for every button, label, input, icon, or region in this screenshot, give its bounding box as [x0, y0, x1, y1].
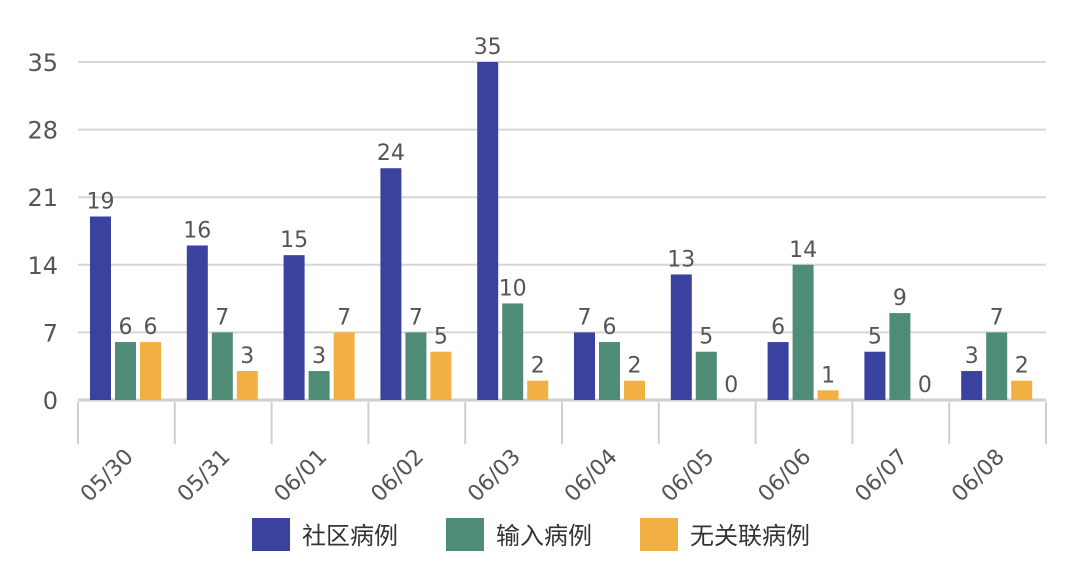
legend-swatch-1: [446, 518, 484, 551]
data-label: 24: [377, 141, 405, 166]
bar-06/03-输入病例: [502, 303, 524, 400]
bar-06/01-无关联病例: [333, 332, 355, 400]
bar-06/08-无关联病例: [1011, 380, 1033, 400]
bar-06/06-输入病例: [792, 264, 814, 400]
data-label: 10: [499, 276, 527, 301]
data-label: 0: [918, 373, 932, 398]
y-tick-label: 7: [43, 319, 58, 347]
data-label: 6: [603, 315, 617, 340]
legend: 社区病例 输入病例 无关联病例: [252, 518, 810, 551]
bar-06/08-输入病例: [986, 332, 1008, 400]
bar-06/02-输入病例: [405, 332, 427, 400]
bar-05/30-社区病例: [90, 216, 111, 400]
x-tick-label: 06/07: [851, 445, 914, 508]
data-label: 15: [280, 228, 308, 253]
x-tick-label: 05/30: [76, 445, 139, 508]
bar-05/31-无关联病例: [236, 371, 258, 400]
data-label: 5: [699, 325, 713, 350]
data-label: 5: [434, 325, 448, 350]
data-label: 1: [821, 363, 835, 388]
data-label: 5: [868, 325, 882, 350]
x-tick-label: 06/01: [270, 445, 333, 508]
x-tick-label: 06/05: [657, 445, 720, 508]
bar-06/08-社区病例: [961, 371, 983, 400]
data-label: 7: [578, 305, 592, 330]
y-tick-label: 14: [27, 252, 58, 280]
bar-06/04-输入病例: [599, 342, 620, 400]
bar-06/01-社区病例: [283, 255, 305, 400]
y-tick-label: 35: [27, 49, 58, 77]
data-label: 6: [771, 315, 785, 340]
data-label: 9: [893, 286, 907, 311]
bar-06/05-输入病例: [695, 351, 717, 400]
legend-label-0: 社区病例: [302, 522, 398, 550]
bar-06/05-社区病例: [670, 274, 692, 400]
legend-label-1: 输入病例: [496, 522, 592, 550]
data-label: 7: [337, 305, 351, 330]
bar-06/07-社区病例: [864, 351, 886, 400]
data-label: 2: [531, 354, 545, 379]
data-label: 3: [312, 344, 326, 369]
bar-05/31-社区病例: [186, 245, 208, 400]
x-tick-label: 06/03: [463, 445, 526, 508]
x-tick-label: 05/31: [173, 445, 236, 508]
bar-06/03-无关联病例: [527, 380, 549, 400]
data-label: 7: [990, 305, 1004, 330]
bar-06/03-社区病例: [477, 62, 499, 400]
y-tick-label: 21: [27, 184, 58, 212]
bar-06/06-无关联病例: [817, 390, 839, 400]
bar-06/02-社区病例: [380, 168, 402, 400]
data-label: 7: [215, 305, 229, 330]
data-label: 35: [474, 35, 502, 60]
x-axis: 05/30 05/31 06/01 06/02 06/03 06/04 06/05 06/06…: [76, 402, 1047, 508]
y-tick-label: 0: [43, 387, 58, 415]
legend-swatch-2: [640, 518, 678, 551]
data-label: 0: [724, 373, 738, 398]
bar-06/04-无关联病例: [624, 380, 645, 400]
bar-06/01-输入病例: [308, 371, 330, 400]
x-tick-label: 06/06: [754, 445, 817, 508]
legend-label-2: 无关联病例: [690, 522, 810, 550]
legend-swatch-0: [252, 518, 290, 551]
x-tick-label: 06/04: [560, 445, 623, 508]
bar-05/30-输入病例: [115, 342, 136, 400]
x-tick-label: 06/02: [367, 445, 430, 508]
data-label: 14: [789, 238, 817, 263]
data-label: 7: [409, 305, 423, 330]
data-label: 2: [628, 354, 642, 379]
x-tick-label: 06/08: [947, 445, 1010, 508]
data-label: 3: [240, 344, 254, 369]
data-label: 3: [965, 344, 979, 369]
y-tick-label: 28: [27, 117, 58, 145]
data-label: 6: [119, 315, 133, 340]
data-label: 16: [183, 218, 211, 243]
bar-06/07-输入病例: [889, 313, 911, 400]
bar-05/31-输入病例: [211, 332, 233, 400]
data-label: 6: [144, 315, 158, 340]
y-axis-ticks: 0 7 14 21 28 35: [27, 49, 58, 415]
bar-06/04-社区病例: [574, 332, 595, 400]
bar-05/30-无关联病例: [140, 342, 161, 400]
bar-06/02-无关联病例: [430, 351, 452, 400]
data-label: 13: [667, 247, 695, 272]
bars: [90, 62, 1033, 400]
data-label: 19: [87, 190, 115, 215]
data-label: 2: [1015, 354, 1029, 379]
bar-06/06-社区病例: [767, 342, 789, 400]
